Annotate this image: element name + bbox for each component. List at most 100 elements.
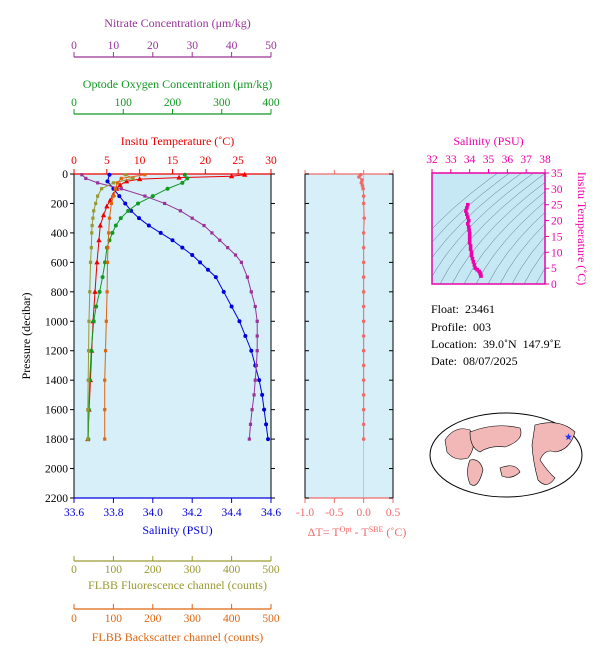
pressure-tick-label: 2200 [45, 493, 68, 505]
nitrate-tick-label: 30 [186, 40, 198, 52]
salinity-point [158, 230, 163, 235]
nitrate-tick-label: 10 [108, 40, 120, 52]
ts-x-tick-label: 32 [426, 154, 438, 166]
delta-t-point [362, 216, 367, 220]
ts-point [471, 260, 476, 264]
nitrate-point [252, 393, 256, 397]
backscatter-axis-title: FLBB Backscatter channel (counts) [92, 630, 264, 644]
temperature-axis-title: Insitu Temperature (˚C) [121, 134, 235, 148]
nitrate-point [210, 231, 214, 235]
delta-t-point [361, 378, 366, 382]
pressure-tick-label: 200 [51, 198, 69, 210]
backscatter-point [106, 246, 110, 250]
oxygen-point [89, 348, 94, 353]
oxygen-point [118, 216, 123, 221]
temperature-point [94, 259, 100, 265]
ts-y-tick-label: 5 [551, 263, 557, 275]
ts-point [467, 237, 472, 242]
oxygen-point [100, 275, 105, 280]
backscatter-point [105, 290, 109, 294]
nitrate-point [248, 422, 253, 426]
oxygen-point [136, 201, 141, 206]
ts-point [465, 212, 469, 217]
nitrate-axis-title: Nitrate Concentration (μm/kg) [104, 16, 250, 30]
oxygen-point [113, 223, 118, 228]
fluorescence-point [123, 173, 127, 177]
nitrate-point [245, 275, 249, 279]
delta-t-point [361, 393, 366, 397]
fluorescence-point [86, 437, 90, 441]
salinity-point [229, 304, 234, 309]
delta-t-point [357, 175, 361, 179]
ts-point [465, 206, 469, 210]
salinity-point [262, 407, 267, 412]
temperature-point [100, 212, 107, 218]
fluorescence-series-line [87, 174, 135, 440]
pressure-tick-label: 1200 [45, 346, 68, 358]
ts-x-tick-label: 35 [483, 154, 495, 166]
nitrate-point [143, 194, 147, 198]
fluorescence-axis-title: FLBB Fluorescence channel (counts) [88, 578, 267, 592]
salinity-point [205, 267, 210, 272]
ts-x-axis-title: Salinity (PSU) [453, 134, 523, 148]
map-landmass [499, 465, 521, 478]
ts-density-contour [475, 201, 545, 284]
ts-point [467, 228, 471, 232]
oxygen-point [180, 180, 185, 185]
profile-info-line: Profile: 003 [431, 320, 491, 335]
salinity-point [264, 422, 269, 427]
backscatter-point [103, 437, 107, 441]
pressure-tick-label: 1000 [45, 316, 68, 328]
nitrate-series-line [81, 174, 258, 440]
salinity-point [170, 238, 175, 243]
pressure-axis-label: Pressure (decibar) [19, 293, 33, 380]
ts-y-tick-label: 10 [551, 247, 563, 259]
temperature-point [229, 173, 235, 179]
temperature-tick-label: 25 [232, 155, 244, 167]
backscatter-tick-label: 400 [223, 613, 241, 625]
backscatter-point [107, 231, 111, 235]
ts-density-contour [439, 173, 545, 284]
salinity-point [198, 260, 203, 265]
float-info-line: Float: 23461 [431, 302, 495, 317]
date-label: Date: [431, 354, 457, 368]
fluorescence-tick-label: 0 [71, 564, 77, 576]
salinity-point [237, 319, 242, 324]
salinity-axis-title: Salinity (PSU) [142, 523, 212, 537]
salinity-point [266, 437, 271, 442]
ts-point [464, 209, 468, 213]
salinity-point [260, 392, 265, 397]
ts-y-tick-label: 30 [551, 184, 563, 196]
temperature-tick-label: 15 [167, 155, 179, 167]
delta-t-point [361, 290, 366, 294]
ts-y-tick-label: 15 [551, 231, 563, 243]
fluorescence-point [96, 194, 100, 198]
delta-t-point [359, 181, 364, 185]
ts-point [466, 225, 471, 229]
ts-density-contour [523, 250, 545, 284]
float-location-star-icon [564, 433, 572, 441]
nitrate-point [163, 201, 167, 206]
fluorescence-point [86, 378, 90, 382]
salinity-point [146, 223, 151, 228]
nitrate-point [84, 176, 88, 181]
ts-density-contour [432, 173, 511, 243]
salinity-point [107, 172, 112, 177]
delta-t-point [361, 186, 365, 191]
ts-point [467, 231, 472, 236]
pressure-tick-label: 1600 [45, 405, 68, 417]
fluorescence-tick-label: 200 [144, 564, 162, 576]
oxygen-tick-label: 200 [164, 97, 182, 109]
delta-t-point [361, 201, 366, 206]
oxygen-point [182, 172, 187, 177]
delta-t-tick-label: 0.0 [356, 507, 371, 519]
ts-point [475, 267, 479, 272]
nitrate-point [218, 238, 222, 242]
nitrate-point [239, 260, 244, 264]
salinity-point [249, 348, 254, 353]
fluorescence-point [92, 209, 96, 213]
fluorescence-point [86, 349, 91, 353]
nitrate-point [255, 349, 259, 353]
backscatter-point [103, 349, 108, 353]
